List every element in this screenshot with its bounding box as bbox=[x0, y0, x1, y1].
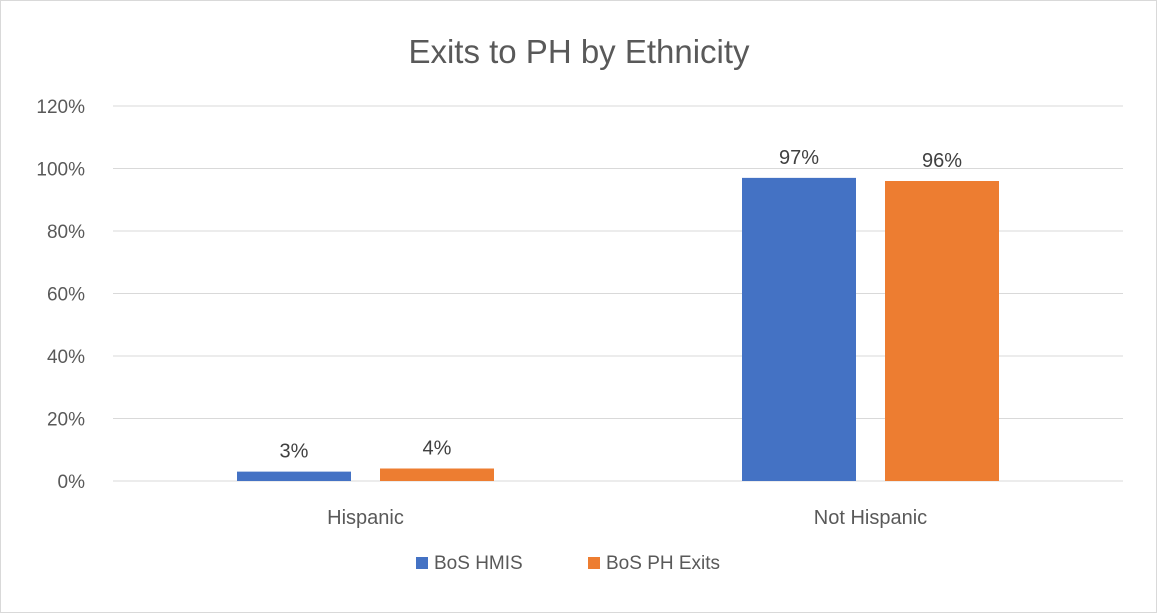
data-label: 3% bbox=[280, 441, 309, 463]
y-tick-label: 20% bbox=[47, 410, 85, 431]
legend: BoS HMIS BoS PH Exits bbox=[416, 553, 720, 574]
y-tick-label: 80% bbox=[47, 222, 85, 243]
data-label: 96% bbox=[922, 150, 962, 172]
y-tick-label: 0% bbox=[58, 472, 86, 493]
legend-swatch bbox=[416, 557, 428, 569]
category-label: Hispanic bbox=[327, 507, 404, 529]
y-tick-label: 60% bbox=[47, 285, 85, 306]
x-axis: Hispanic Not Hispanic bbox=[327, 507, 927, 529]
bar bbox=[380, 468, 494, 481]
data-label: 4% bbox=[423, 438, 452, 460]
y-tick-label: 40% bbox=[47, 347, 85, 368]
legend-label: BoS PH Exits bbox=[606, 553, 720, 574]
y-axis: 0% 20% 40% 60% 80% 100% 120% bbox=[36, 97, 85, 493]
chart-title: Exits to PH by Ethnicity bbox=[408, 33, 750, 70]
y-tick-label: 120% bbox=[36, 97, 85, 118]
bar bbox=[237, 471, 351, 481]
data-labels: 3% 4% 97% 96% bbox=[280, 147, 963, 463]
y-tick-label: 100% bbox=[36, 160, 85, 181]
legend-label: BoS HMIS bbox=[434, 553, 523, 574]
bar bbox=[885, 181, 999, 481]
legend-swatch bbox=[588, 557, 600, 569]
bar bbox=[742, 177, 856, 481]
data-label: 97% bbox=[779, 147, 819, 169]
category-label: Not Hispanic bbox=[814, 507, 927, 529]
bars bbox=[237, 177, 999, 481]
gridlines bbox=[113, 105, 1123, 482]
